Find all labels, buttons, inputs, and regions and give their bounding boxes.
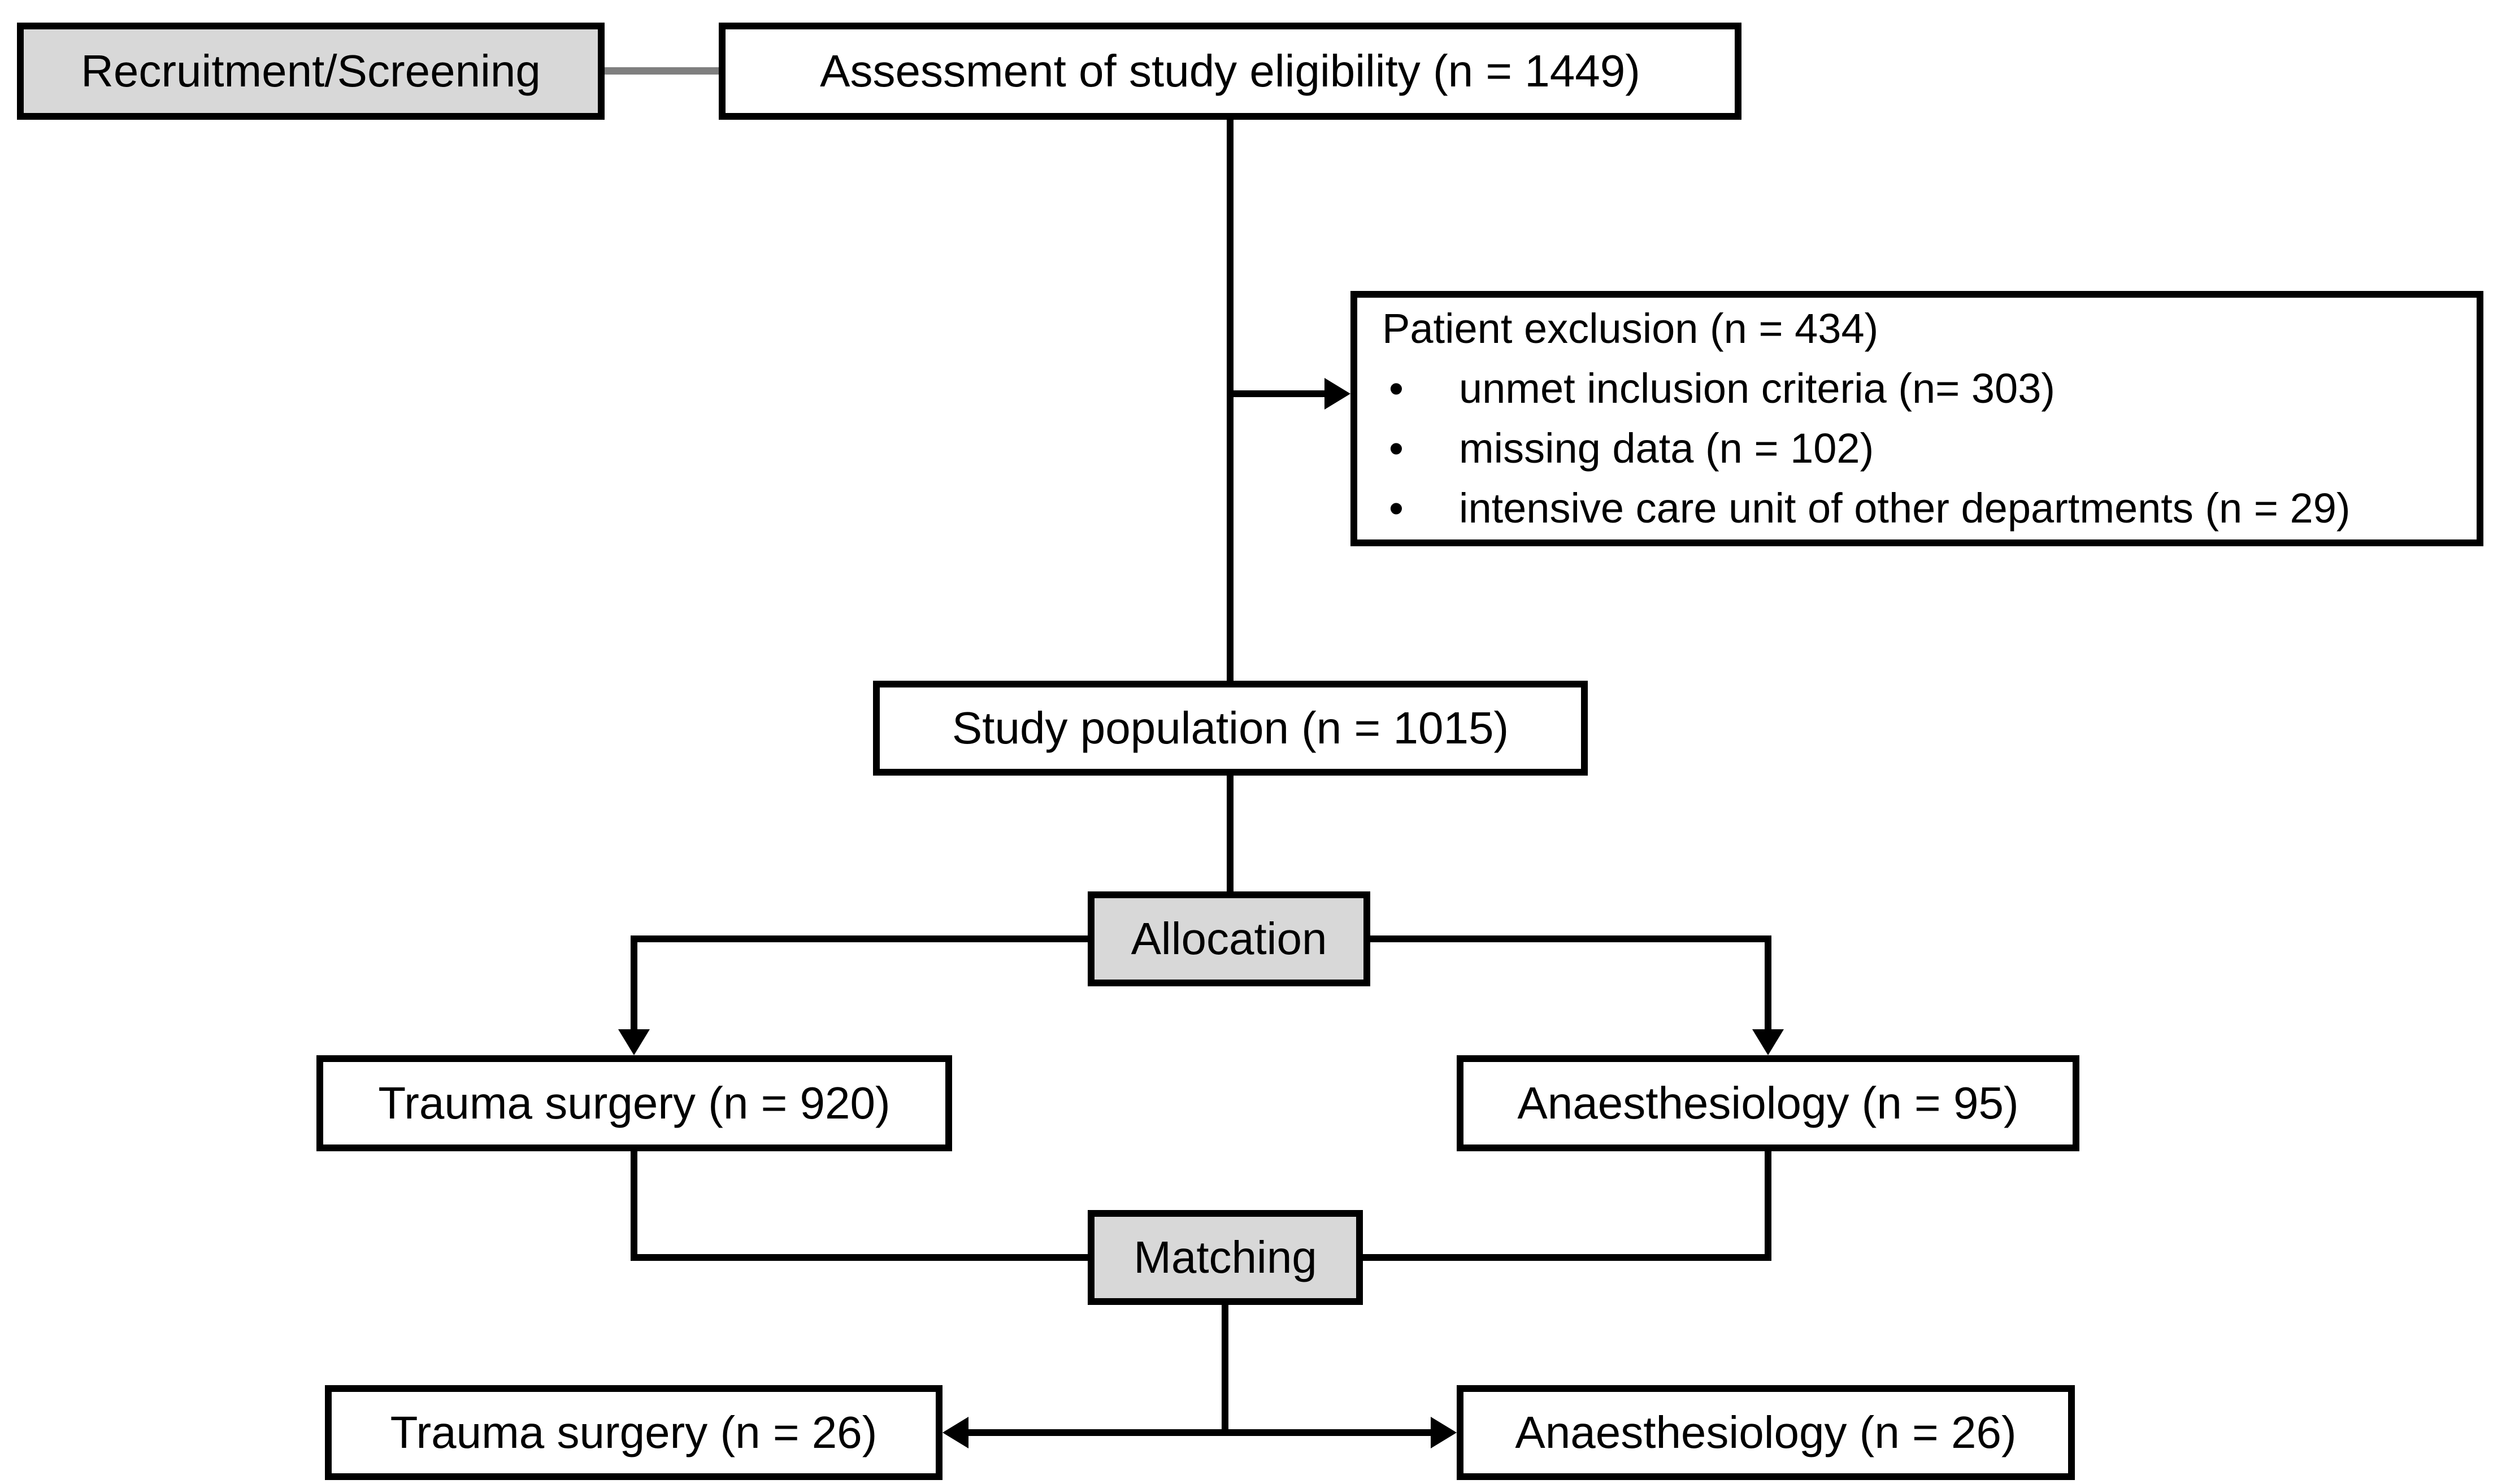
exclusion-item-label: missing data (n = 102) [1459, 425, 1874, 472]
allocation-box: Allocation [1088, 891, 1370, 986]
exclusion-item: • missing data (n = 102) [1357, 419, 2477, 478]
connector-anaesth95-down [1765, 1151, 1771, 1261]
trauma-surgery-matched-label: Trauma surgery (n = 26) [390, 1407, 878, 1457]
bullet-icon: • [1389, 425, 1404, 472]
connector-assessment-studypop [1227, 120, 1234, 681]
anaesthesiology-allocated-label: Anaesthesiology (n = 95) [1517, 1078, 2019, 1128]
allocation-label: Allocation [1131, 913, 1327, 964]
arrowhead-into-exclusion-icon [1324, 378, 1350, 410]
trauma-surgery-allocated-label: Trauma surgery (n = 920) [378, 1078, 891, 1128]
anaesthesiology-matched-box: Anaesthesiology (n = 26) [1457, 1385, 2075, 1480]
connector-branch-exclusion [1230, 390, 1328, 397]
trauma-surgery-matched-box: Trauma surgery (n = 26) [325, 1385, 943, 1480]
exclusion-item-label: intensive care unit of other departments… [1459, 485, 2351, 532]
recruitment-screening-label: Recruitment/Screening [81, 46, 541, 96]
assessment-eligibility-box: Assessment of study eligibility (n = 144… [719, 23, 1741, 120]
anaesthesiology-allocated-box: Anaesthesiology (n = 95) [1457, 1055, 2079, 1151]
recruitment-screening-box: Recruitment/Screening [17, 23, 605, 120]
assessment-eligibility-label: Assessment of study eligibility (n = 144… [820, 46, 1640, 96]
connector-bottom-horizontal [967, 1429, 1432, 1436]
connector-trauma920-down [631, 1151, 637, 1261]
exclusion-item-label: unmet inclusion criteria (n= 303) [1459, 365, 2056, 412]
arrowhead-into-trauma920-icon [618, 1029, 650, 1055]
matching-box: Matching [1088, 1210, 1363, 1305]
connector-anaesth95-matching [1363, 1254, 1771, 1261]
bullet-icon: • [1389, 485, 1404, 532]
matching-label: Matching [1133, 1232, 1317, 1282]
arrowhead-into-anaesth26-icon [1431, 1417, 1457, 1448]
arrowhead-into-anaesth95-icon [1752, 1029, 1784, 1055]
connector-drop-trauma920 [631, 935, 637, 1030]
trauma-surgery-allocated-box: Trauma surgery (n = 920) [316, 1055, 952, 1151]
patient-exclusion-box: Patient exclusion (n = 434) • unmet incl… [1350, 291, 2483, 546]
arrowhead-into-trauma26-icon [943, 1417, 968, 1448]
study-population-box: Study population (n = 1015) [873, 681, 1588, 776]
anaesthesiology-matched-label: Anaesthesiology (n = 26) [1515, 1407, 2017, 1457]
connector-trauma920-matching [631, 1254, 1088, 1261]
exclusion-item: • unmet inclusion criteria (n= 303) [1357, 359, 2477, 419]
bullet-icon: • [1389, 365, 1404, 412]
connector-drop-anaesth95 [1765, 935, 1771, 1030]
connector-studypop-allocation [1227, 775, 1234, 891]
connector-recruitment-assessment [605, 67, 719, 75]
study-population-label: Study population (n = 1015) [952, 703, 1509, 753]
patient-exclusion-title: Patient exclusion (n = 434) [1382, 305, 1879, 352]
patient-exclusion-content: Patient exclusion (n = 434) • unmet incl… [1357, 298, 2477, 538]
connector-matching-down [1222, 1305, 1228, 1436]
exclusion-item: • intensive care unit of other departmen… [1357, 478, 2477, 538]
